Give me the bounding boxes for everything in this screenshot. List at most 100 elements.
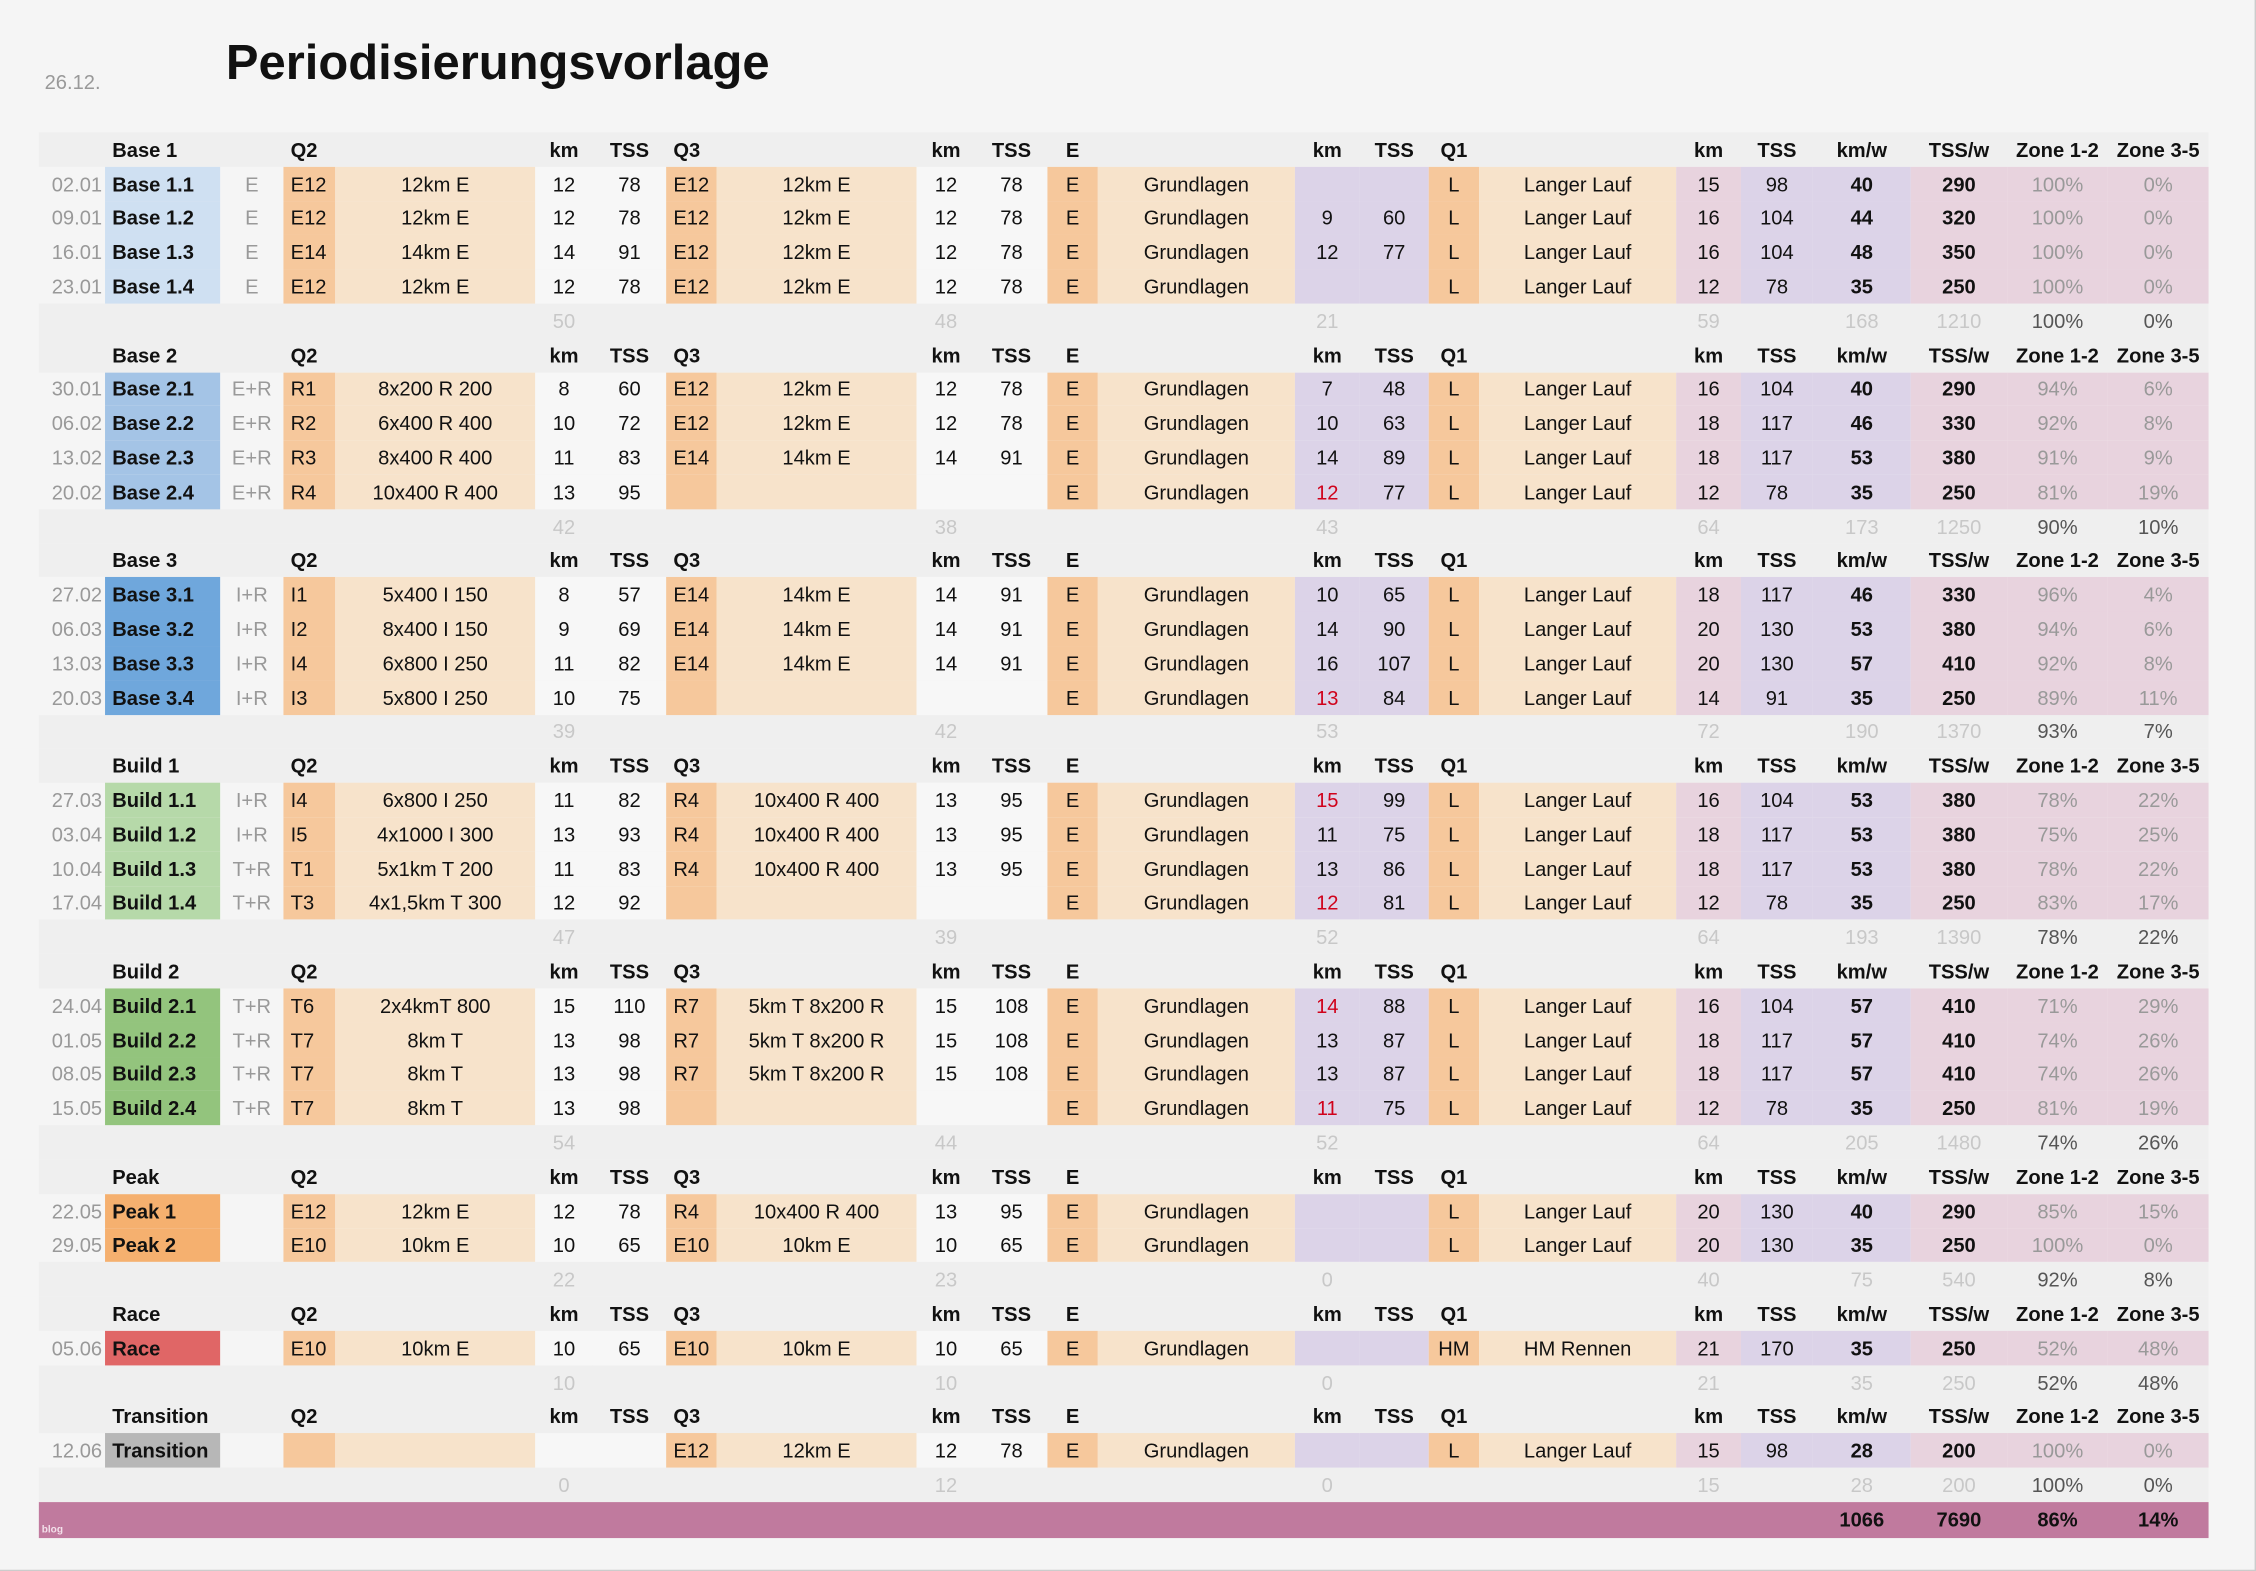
cell-week-km[interactable]: 18: [1676, 406, 1741, 441]
cell-type[interactable]: E+R: [231, 446, 272, 470]
cell-date[interactable]: 17.04: [51, 891, 103, 915]
cell-e-km[interactable]: 13: [1294, 851, 1360, 886]
cell-e-tss[interactable]: [1359, 269, 1429, 304]
cell-week-km[interactable]: 18: [1676, 577, 1741, 612]
cell-e-km[interactable]: [1294, 1330, 1360, 1365]
cell-zone-1-2[interactable]: 74%: [2007, 1022, 2108, 1057]
cell-q3-tss[interactable]: 108: [975, 1056, 1048, 1092]
cell-week-km[interactable]: 12: [1676, 1091, 1741, 1126]
cell-type[interactable]: [220, 1228, 283, 1262]
cell-week-tss[interactable]: 78: [1740, 885, 1813, 920]
cell-tss-per-week[interactable]: 250: [1910, 1091, 2008, 1126]
cell-e-code[interactable]: E: [1047, 372, 1098, 407]
cell-week-tss[interactable]: 130: [1740, 1193, 1813, 1229]
cell-type[interactable]: I+R: [235, 822, 268, 846]
cell-zone-1-2[interactable]: 89%: [2007, 680, 2108, 715]
cell-q3-code[interactable]: E12: [666, 1433, 717, 1468]
cell-e-code[interactable]: E: [1047, 680, 1098, 715]
cell-q2-tss[interactable]: 83: [592, 440, 667, 475]
cell-q1-description[interactable]: Langer Lauf: [1479, 200, 1677, 236]
cell-e-description[interactable]: Grundlagen: [1097, 372, 1295, 407]
cell-week-tss[interactable]: 104: [1740, 988, 1813, 1023]
cell-phase-name[interactable]: Build 2.4: [105, 1091, 221, 1126]
cell-date[interactable]: 15.05: [51, 1096, 103, 1120]
cell-phase-name[interactable]: Base 1.2: [105, 200, 221, 236]
cell-zone-1-2[interactable]: 85%: [2007, 1193, 2108, 1229]
cell-e-tss[interactable]: 87: [1359, 1056, 1429, 1092]
cell-q2-description[interactable]: 8x200 R 200: [335, 372, 536, 407]
cell-q1-description[interactable]: Langer Lauf: [1479, 817, 1677, 852]
cell-q3-tss[interactable]: 65: [975, 1228, 1048, 1263]
cell-tss-per-week[interactable]: 410: [1910, 988, 2008, 1023]
cell-phase-name[interactable]: Build 1.2: [105, 817, 221, 852]
cell-e-code[interactable]: E: [1047, 817, 1098, 852]
cell-e-km[interactable]: [1294, 1193, 1360, 1229]
cell-e-tss[interactable]: 84: [1359, 680, 1429, 715]
cell-q2-description[interactable]: 4x1,5km T 300: [335, 885, 536, 920]
cell-q2-code[interactable]: R4: [283, 474, 336, 509]
cell-e-code[interactable]: E: [1047, 1056, 1098, 1092]
cell-zone-1-2[interactable]: 92%: [2007, 406, 2108, 441]
cell-q2-tss[interactable]: 65: [592, 1330, 667, 1365]
cell-zone-3-5[interactable]: 0%: [2107, 1433, 2209, 1468]
cell-type[interactable]: [220, 1331, 283, 1365]
cell-q3-km[interactable]: 12: [916, 406, 976, 441]
cell-q2-km[interactable]: 9: [535, 611, 593, 646]
cell-e-description[interactable]: Grundlagen: [1097, 611, 1295, 646]
cell-e-tss[interactable]: 75: [1359, 817, 1429, 852]
cell-km-per-week[interactable]: 57: [1812, 645, 1911, 681]
cell-type[interactable]: I+R: [235, 788, 268, 812]
cell-q3-description[interactable]: 12km E: [716, 269, 917, 304]
cell-q2-tss[interactable]: 60: [592, 372, 667, 407]
cell-date[interactable]: 29.05: [51, 1233, 103, 1257]
cell-q2-km[interactable]: 13: [535, 474, 593, 509]
cell-q3-description[interactable]: [716, 885, 917, 920]
cell-q2-description[interactable]: 6x400 R 400: [335, 406, 536, 441]
cell-e-km[interactable]: 13: [1294, 680, 1360, 715]
cell-e-tss[interactable]: 81: [1359, 885, 1429, 920]
cell-e-km[interactable]: 13: [1294, 1056, 1360, 1092]
cell-e-km[interactable]: 11: [1294, 817, 1360, 852]
cell-km-per-week[interactable]: 57: [1812, 1022, 1911, 1057]
cell-q3-km[interactable]: 14: [916, 440, 976, 475]
cell-tss-per-week[interactable]: 380: [1910, 611, 2008, 646]
cell-e-code[interactable]: E: [1047, 988, 1098, 1023]
cell-zone-1-2[interactable]: 96%: [2007, 577, 2108, 612]
cell-zone-3-5[interactable]: 6%: [2107, 611, 2209, 646]
cell-q1-code[interactable]: L: [1428, 611, 1480, 646]
cell-zone-3-5[interactable]: 0%: [2107, 1228, 2209, 1263]
cell-zone-3-5[interactable]: 0%: [2107, 166, 2209, 201]
cell-date[interactable]: 09.01: [51, 206, 103, 230]
cell-tss-per-week[interactable]: 250: [1910, 1330, 2008, 1365]
cell-km-per-week[interactable]: 44: [1812, 200, 1911, 236]
cell-zone-1-2[interactable]: 94%: [2007, 372, 2108, 407]
cell-q3-km[interactable]: 12: [916, 1433, 976, 1468]
cell-q2-code[interactable]: E12: [283, 200, 336, 236]
week-row[interactable]: 06.03 Base 3.2 I+R I2 8x400 I 150 9 69 E14 14km …: [39, 611, 2209, 646]
cell-q2-tss[interactable]: 83: [592, 851, 667, 886]
cell-week-tss[interactable]: 78: [1740, 269, 1813, 304]
cell-q3-description[interactable]: 5km T 8x200 R: [716, 1022, 917, 1057]
cell-e-km[interactable]: 14: [1294, 440, 1360, 475]
cell-q3-code[interactable]: R7: [666, 1056, 717, 1092]
cell-e-description[interactable]: Grundlagen: [1097, 269, 1295, 304]
cell-q3-km[interactable]: 13: [916, 1193, 976, 1229]
cell-q2-code[interactable]: R3: [283, 440, 336, 475]
cell-q3-tss[interactable]: 78: [975, 166, 1048, 201]
cell-e-km[interactable]: 9: [1294, 200, 1360, 236]
cell-q1-code[interactable]: L: [1428, 1433, 1480, 1468]
cell-e-tss[interactable]: 77: [1359, 474, 1429, 509]
cell-q1-description[interactable]: Langer Lauf: [1479, 577, 1677, 612]
cell-date[interactable]: 20.02: [51, 480, 103, 504]
cell-type[interactable]: I+R: [235, 685, 268, 709]
cell-q1-code[interactable]: L: [1428, 577, 1480, 612]
cell-q2-km[interactable]: 13: [535, 817, 593, 852]
cell-type[interactable]: [220, 1194, 283, 1228]
cell-q1-code[interactable]: L: [1428, 235, 1480, 270]
cell-zone-1-2[interactable]: 100%: [2007, 269, 2108, 304]
cell-type[interactable]: E+R: [231, 480, 272, 504]
cell-e-code[interactable]: E: [1047, 577, 1098, 612]
cell-zone-1-2[interactable]: 100%: [2007, 1228, 2108, 1263]
cell-q3-tss[interactable]: 78: [975, 235, 1048, 270]
cell-e-tss[interactable]: 65: [1359, 577, 1429, 612]
